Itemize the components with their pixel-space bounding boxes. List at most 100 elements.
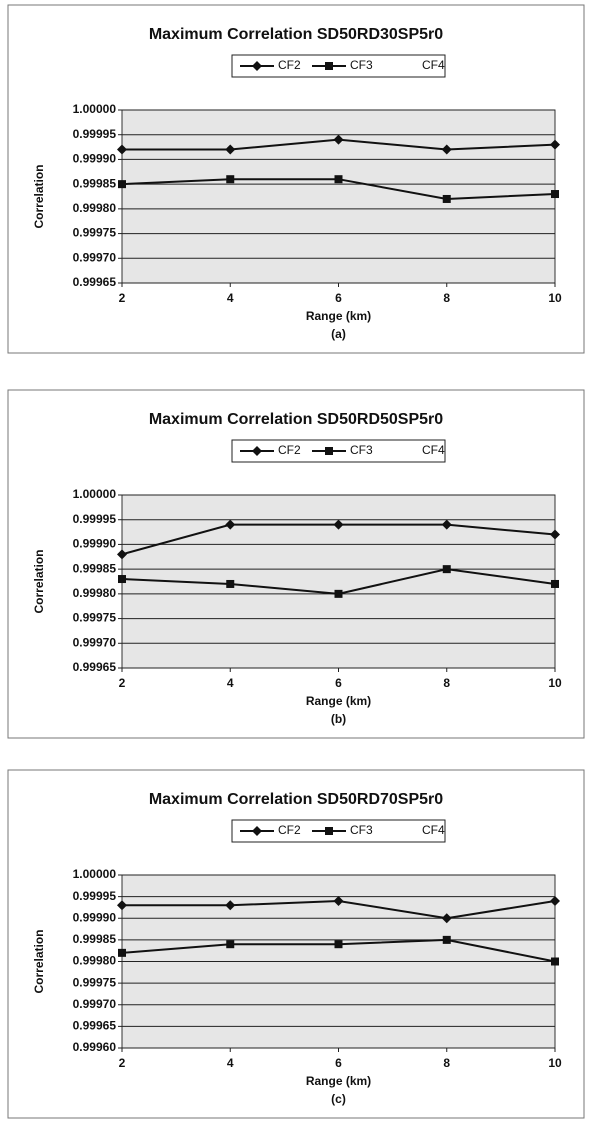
legend-marker — [325, 827, 333, 835]
data-point — [225, 144, 236, 155]
chart-title: Maximum Correlation SD50RD50SP5r0 — [149, 411, 443, 428]
legend-marker — [325, 447, 333, 455]
y-tick-label: 0.99965 — [73, 660, 117, 674]
x-tick-label: 10 — [548, 291, 562, 305]
data-point — [441, 144, 452, 155]
data-point — [550, 139, 560, 150]
caption: (b) — [331, 712, 346, 726]
data-point — [334, 175, 343, 184]
y-tick-label: 0.99995 — [73, 512, 117, 526]
y-tick-label: 1.00000 — [73, 487, 117, 501]
data-point — [117, 144, 127, 155]
x-tick-label: 4 — [227, 291, 234, 305]
x-tick-label: 8 — [443, 1056, 450, 1070]
legend-label: CF3 — [350, 58, 373, 72]
y-tick-label: 0.99970 — [73, 635, 117, 649]
data-point — [333, 519, 344, 530]
x-tick-label: 6 — [335, 1056, 342, 1070]
data-point — [441, 519, 452, 530]
x-axis-label: Range (km) — [306, 309, 371, 323]
y-tick-label: 0.99990 — [73, 910, 117, 924]
y-tick-label: 0.99960 — [73, 1040, 117, 1054]
x-tick-label: 4 — [227, 1056, 234, 1070]
legend-label: CF2 — [278, 443, 301, 457]
y-tick-label: 0.99995 — [73, 889, 117, 903]
data-point — [442, 565, 451, 574]
data-point — [333, 895, 344, 906]
data-point — [551, 579, 559, 588]
data-point — [442, 194, 451, 203]
y-tick-label: 0.99995 — [73, 127, 117, 141]
y-tick-label: 0.99980 — [73, 201, 117, 215]
y-tick-label: 0.99980 — [73, 586, 117, 600]
data-point — [226, 579, 235, 588]
chart-title: Maximum Correlation SD50RD70SP5r0 — [149, 791, 443, 808]
x-tick-label: 10 — [548, 676, 562, 690]
chart-frame — [7, 389, 585, 739]
y-tick-label: 0.99970 — [73, 997, 117, 1011]
data-point — [334, 589, 343, 598]
data-point — [551, 957, 559, 966]
legend-marker — [325, 62, 333, 70]
y-tick-label: 0.99985 — [73, 561, 117, 575]
data-point — [118, 948, 126, 957]
legend-label: CF4 — [422, 823, 445, 837]
legend-label: CF3 — [350, 823, 373, 837]
y-tick-label: 0.99990 — [73, 537, 117, 551]
legend-marker — [252, 446, 262, 456]
x-tick-label: 6 — [335, 291, 342, 305]
data-point — [118, 180, 126, 189]
y-axis-label: Correlation — [32, 164, 46, 228]
x-tick-label: 10 — [548, 1056, 562, 1070]
y-tick-label: 0.99975 — [73, 975, 117, 989]
x-tick-label: 2 — [119, 676, 126, 690]
legend-label: CF3 — [350, 443, 373, 457]
y-tick-label: 0.99975 — [73, 226, 117, 240]
caption: (c) — [331, 1092, 346, 1106]
data-point — [226, 175, 235, 184]
data-point — [550, 529, 560, 540]
y-tick-label: 0.99985 — [73, 932, 117, 946]
legend-label: CF2 — [278, 58, 301, 72]
chart-title: Maximum Correlation SD50RD30SP5r0 — [149, 26, 443, 43]
x-axis-label: Range (km) — [306, 694, 371, 708]
legend-label: CF4 — [422, 58, 445, 72]
data-point — [117, 549, 127, 560]
y-tick-label: 0.99980 — [73, 954, 117, 968]
y-tick-label: 0.99990 — [73, 152, 117, 166]
legend-marker — [252, 61, 262, 71]
data-point — [226, 940, 235, 949]
y-tick-label: 1.00000 — [73, 102, 117, 116]
chart-frame — [7, 4, 585, 354]
data-point — [225, 900, 236, 911]
x-tick-label: 2 — [119, 291, 126, 305]
data-point — [334, 940, 343, 949]
y-tick-label: 0.99965 — [73, 1019, 117, 1033]
legend-label: CF4 — [422, 443, 445, 457]
data-point — [550, 895, 560, 906]
caption: (a) — [331, 327, 346, 341]
x-tick-label: 8 — [443, 291, 450, 305]
y-tick-label: 0.99975 — [73, 611, 117, 625]
x-axis-label: Range (km) — [306, 1074, 371, 1088]
chart-frame — [7, 769, 585, 1119]
y-tick-label: 0.99985 — [73, 176, 117, 190]
x-tick-label: 8 — [443, 676, 450, 690]
x-tick-label: 2 — [119, 1056, 126, 1070]
y-tick-label: 0.99965 — [73, 275, 117, 289]
y-tick-label: 1.00000 — [73, 867, 117, 881]
data-point — [333, 134, 344, 145]
y-axis-label: Correlation — [32, 549, 46, 613]
data-point — [225, 519, 236, 530]
data-point — [117, 900, 127, 911]
y-tick-label: 0.99970 — [73, 250, 117, 264]
data-point — [551, 190, 559, 199]
data-point — [118, 575, 126, 584]
legend-label: CF2 — [278, 823, 301, 837]
data-point — [441, 913, 452, 924]
legend-marker — [252, 826, 262, 836]
x-tick-label: 4 — [227, 676, 234, 690]
data-point — [442, 935, 451, 944]
x-tick-label: 6 — [335, 676, 342, 690]
